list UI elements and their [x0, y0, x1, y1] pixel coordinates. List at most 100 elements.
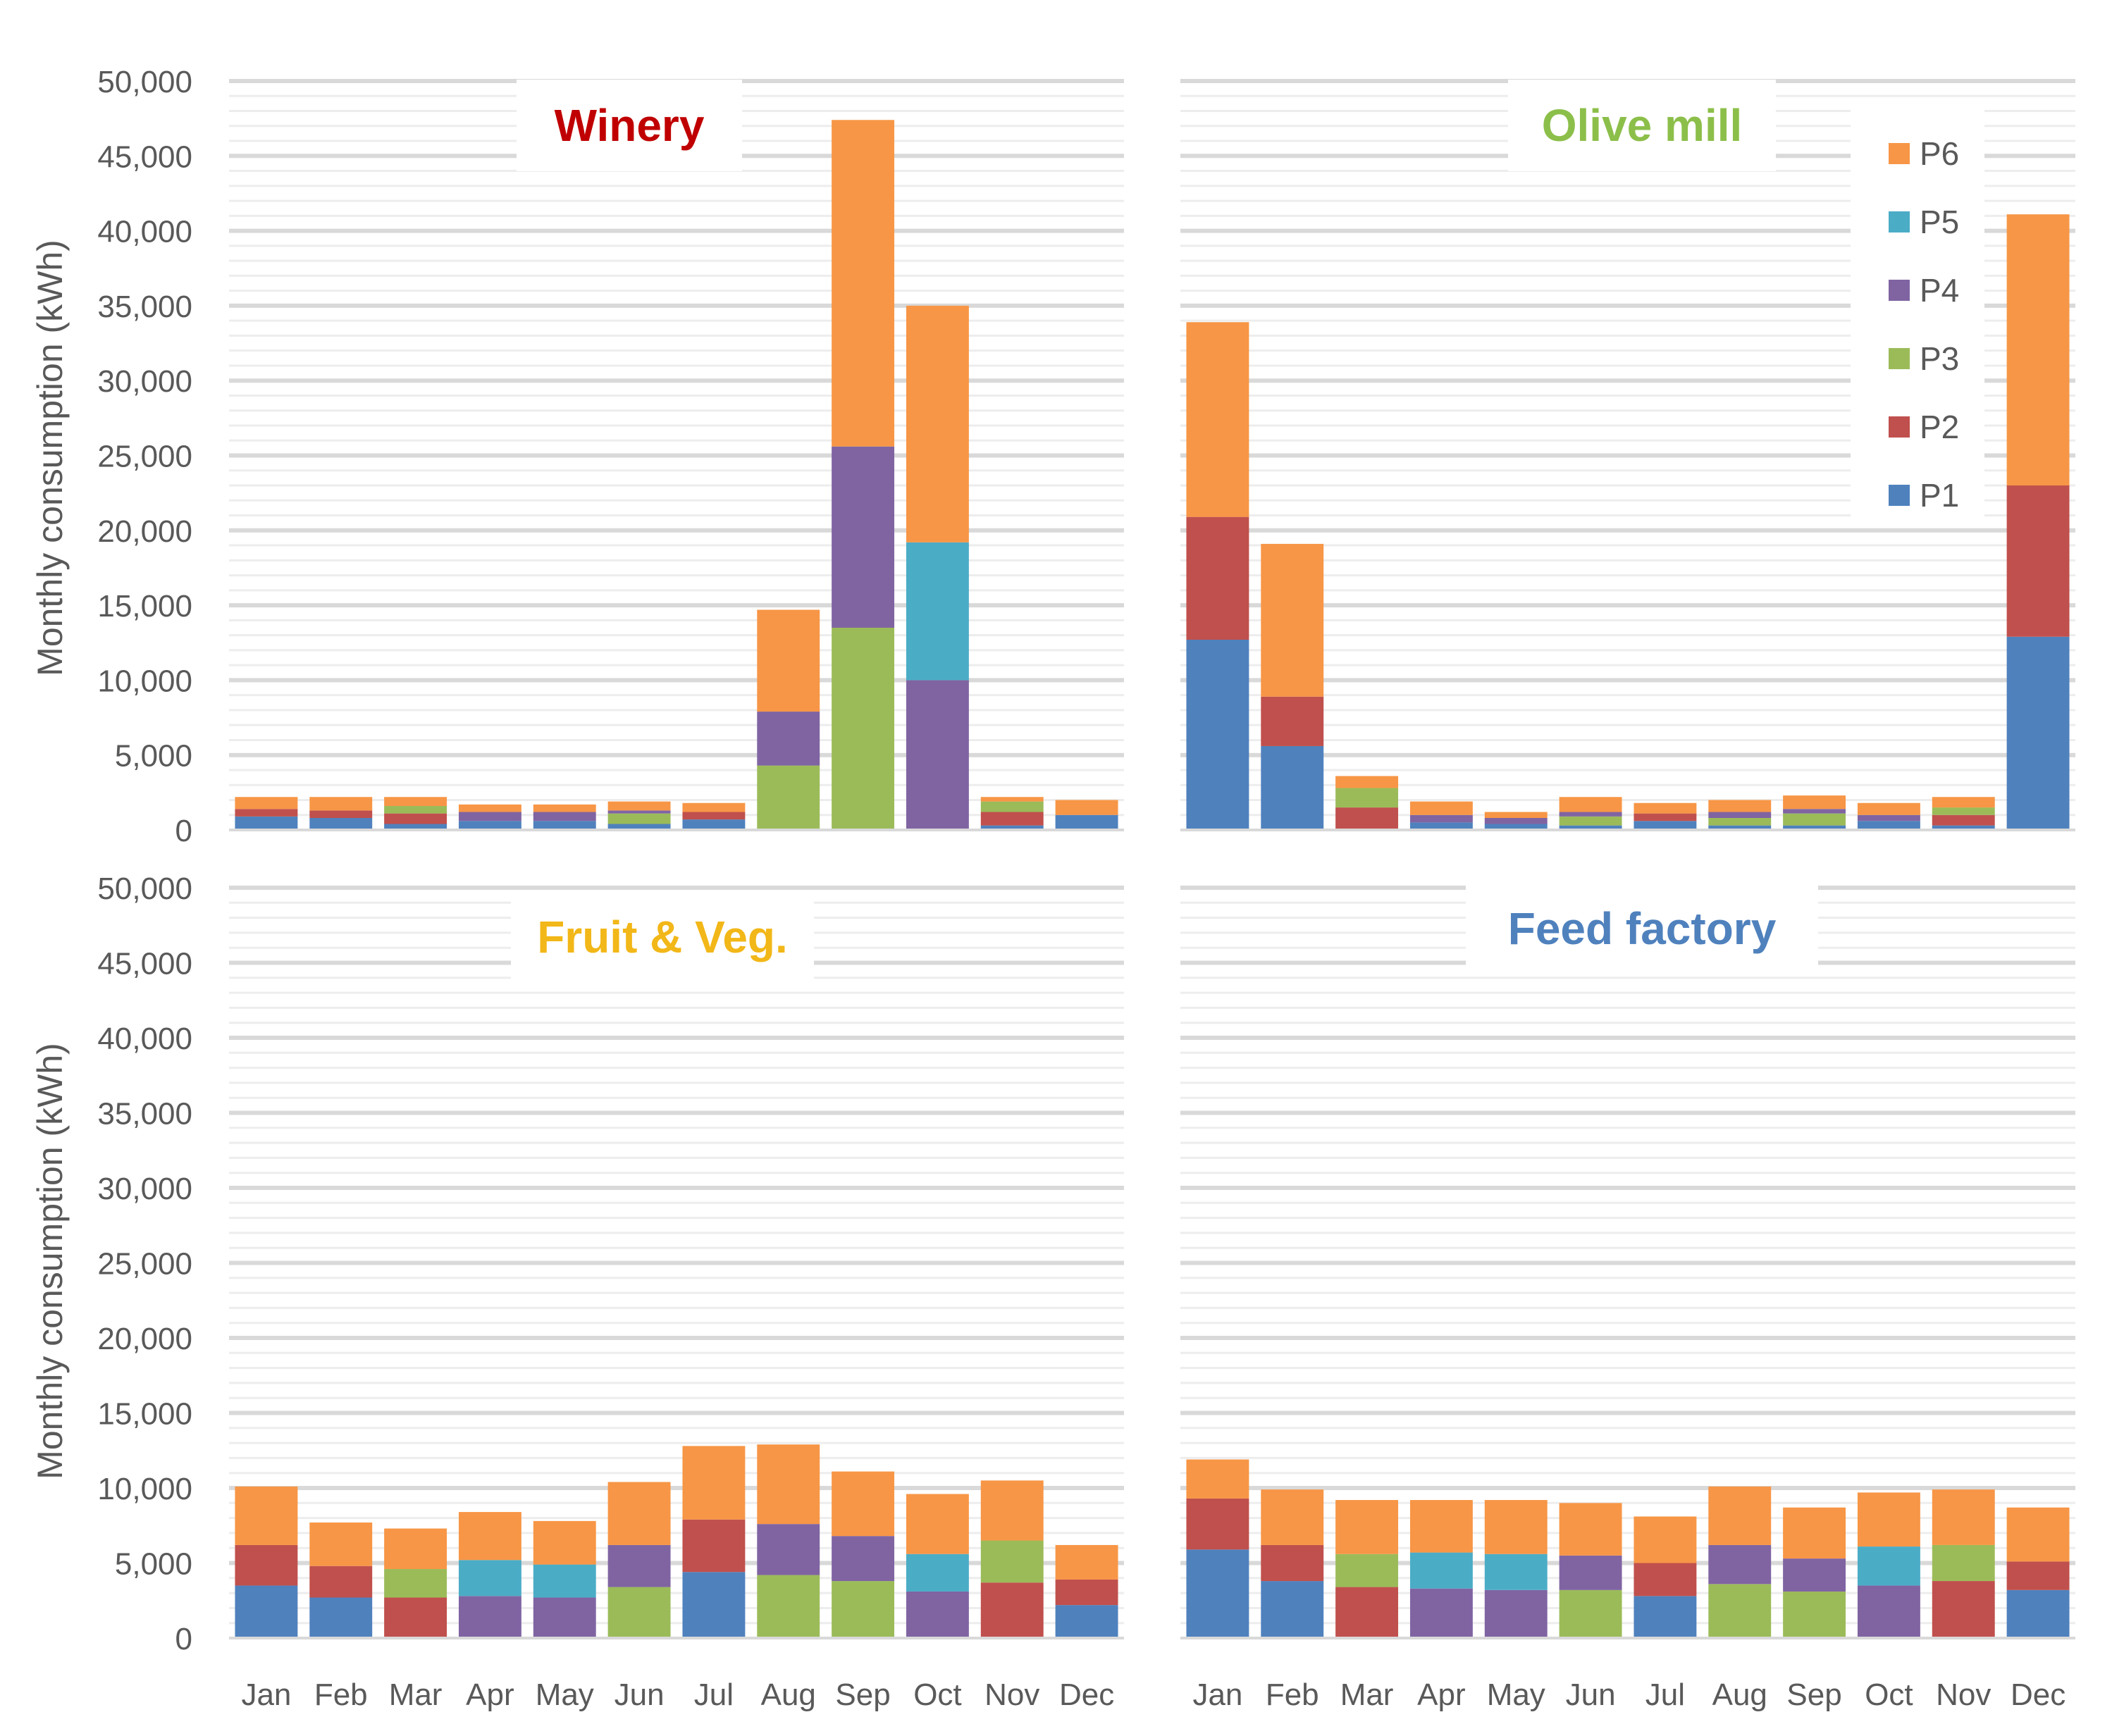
bar-segment-p6-sep — [832, 1471, 895, 1537]
bar-segment-p4-oct — [1857, 1585, 1920, 1638]
bar-segment-p3-jun — [1559, 1589, 1622, 1638]
y-tick-label: 15,000 — [97, 589, 192, 624]
bar-segment-p6-may — [533, 1520, 596, 1565]
bar-segment-p1-mar — [384, 824, 447, 830]
x-tick-label: Nov — [984, 1678, 1039, 1712]
x-tick-label: Aug — [1712, 1678, 1767, 1712]
bar-segment-p1-sep — [1783, 825, 1846, 830]
bar-segment-p6-apr — [458, 1512, 521, 1561]
bar-segment-p6-sep — [1783, 795, 1846, 810]
bar-segment-p4-jun — [1559, 1555, 1622, 1590]
bar-segment-p4-oct — [1857, 814, 1920, 822]
legend-label-p1: P1 — [1920, 477, 1959, 514]
bar-segment-p3-aug — [1708, 1584, 1772, 1638]
y-tick-label: 45,000 — [97, 947, 192, 981]
bar-segment-p1-jan — [235, 816, 298, 830]
bar-segment-p3-mar — [1335, 1554, 1399, 1587]
bar-segment-p3-nov — [980, 801, 1044, 812]
bar-segment-p4-sep — [1783, 809, 1846, 814]
bar-segment-p6-aug — [757, 1444, 820, 1525]
bar-segment-p4-jun — [1559, 812, 1622, 817]
x-tick-label: Dec — [2011, 1678, 2065, 1712]
bar-segment-p2-jan — [1186, 1498, 1249, 1550]
y-axis-title-bottom: Monthly consumption (kWh) — [30, 1043, 70, 1480]
bar-segment-p6-feb — [1261, 543, 1324, 697]
bar-segment-p6-may — [1484, 1500, 1548, 1554]
bar-segment-p2-feb — [309, 1566, 373, 1598]
bar-segment-p6-mar — [1335, 776, 1399, 788]
bar-segment-p1-nov — [980, 825, 1044, 830]
bar-segment-p6-jun — [1559, 797, 1622, 812]
legend-swatch-p4 — [1889, 280, 1910, 301]
bar-segment-p1-feb — [309, 817, 373, 830]
x-tick-label: Aug — [761, 1678, 816, 1712]
bar-segment-p4-may — [533, 812, 596, 822]
bar-segment-p4-apr — [1409, 814, 1473, 823]
bar-segment-p1-jun — [607, 824, 671, 830]
legend-label-p3: P3 — [1920, 340, 1959, 377]
panel-title: Olive mill — [1542, 100, 1743, 151]
bar-segment-p1-feb — [1261, 745, 1324, 830]
bar-segment-p6-dec — [2006, 214, 2070, 486]
x-tick-label: Mar — [1340, 1678, 1394, 1712]
bar-segment-p6-oct — [1857, 802, 1920, 815]
bar-segment-p1-feb — [309, 1597, 373, 1638]
bar-segment-p4-may — [533, 1597, 596, 1638]
bar-segment-p4-aug — [1708, 1544, 1772, 1585]
x-tick-label: Sep — [835, 1678, 890, 1712]
bar-segment-p6-feb — [1261, 1489, 1324, 1545]
bar-segment-p4-apr — [458, 812, 521, 822]
bar-segment-p1-may — [533, 821, 596, 830]
bar-segment-p4-aug — [1708, 812, 1772, 818]
panel-title-background — [511, 891, 814, 983]
bar-segment-p6-jan — [235, 1486, 298, 1545]
bar-segment-p6-aug — [1708, 1486, 1772, 1545]
bar-segment-p6-aug — [1708, 800, 1772, 812]
bar-segment-p2-jan — [235, 1544, 298, 1586]
bar-segment-p5-may — [533, 1564, 596, 1598]
bar-segment-p3-sep — [832, 1581, 895, 1638]
y-tick-label: 25,000 — [97, 440, 192, 474]
bar-segment-p6-apr — [458, 804, 521, 812]
bar-segment-p3-jun — [1559, 816, 1622, 826]
bar-segment-p6-aug — [757, 609, 820, 712]
x-tick-label: Jun — [615, 1678, 665, 1712]
bar-segment-p1-nov — [1932, 825, 1995, 830]
bar-segment-p1-jul — [1634, 1596, 1697, 1638]
bar-segment-p6-mar — [384, 797, 447, 806]
y-tick-label: 5,000 — [115, 739, 192, 774]
legend-swatch-p5 — [1889, 211, 1910, 232]
legend: P6 P5 P4 P3 P2 P1 — [1851, 97, 1984, 527]
bar-segment-p1-dec — [2006, 636, 2070, 830]
bar-segment-p3-nov — [980, 1540, 1044, 1583]
bar-segment-p3-nov — [1932, 807, 1995, 815]
bar-segment-p2-jan — [235, 809, 298, 817]
bar-segment-p3-jun — [607, 813, 671, 824]
bar-segment-p1-jul — [682, 1572, 746, 1638]
panel-title-background — [517, 80, 742, 171]
bar-segment-p1-jan — [1186, 639, 1249, 830]
legend-swatch-p3 — [1889, 348, 1910, 369]
bar-segment-p3-nov — [1932, 1544, 1995, 1582]
x-tick-label: Jan — [1192, 1678, 1242, 1712]
legend-background — [1851, 97, 1984, 527]
bar-segment-p6-nov — [1932, 797, 1995, 808]
bar-segment-p2-dec — [2006, 485, 2070, 637]
bar-segment-p6-nov — [1932, 1489, 1995, 1545]
bar-segment-p6-jul — [1634, 802, 1697, 814]
y-tick-label: 5,000 — [115, 1547, 192, 1582]
panel-title-background — [1508, 80, 1776, 171]
y-tick-label: 30,000 — [97, 1172, 192, 1206]
y-axis-title-top: Monthly consumption (kWh) — [30, 240, 70, 676]
bar-segment-p4-apr — [1409, 1588, 1473, 1638]
bar-segment-p3-mar — [1335, 788, 1399, 808]
bar-segment-p6-nov — [980, 797, 1044, 802]
bar-segment-p3-aug — [757, 1575, 820, 1638]
bar-segment-p6-oct — [1857, 1492, 1920, 1547]
y-tick-label: 35,000 — [97, 290, 192, 324]
y-tick-label: 10,000 — [97, 664, 192, 698]
bar-segment-p1-jun — [1559, 825, 1622, 830]
legend-label-p4: P4 — [1920, 272, 1959, 309]
bar-segment-p2-mar — [1335, 807, 1399, 830]
bar-segment-p2-mar — [384, 813, 447, 824]
